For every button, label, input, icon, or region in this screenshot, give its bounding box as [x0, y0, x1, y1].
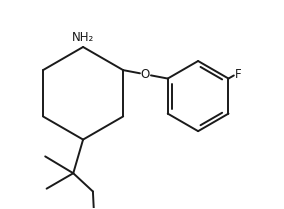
Text: F: F — [235, 68, 242, 81]
Text: NH₂: NH₂ — [72, 31, 94, 44]
Text: O: O — [141, 68, 150, 81]
